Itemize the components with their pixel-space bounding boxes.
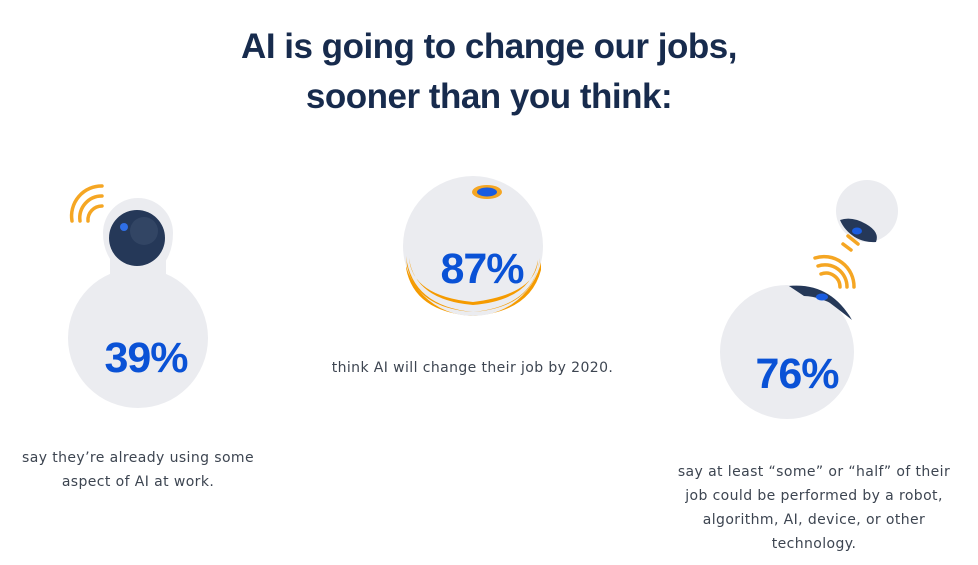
title-line-1: AI is going to change our jobs, bbox=[241, 27, 737, 66]
stat-caption-1: say they’re already using some aspect of… bbox=[0, 446, 276, 494]
page-title: AI is going to change our jobs, sooner t… bbox=[0, 22, 978, 122]
caption-3-line-3: algorithm, AI, device, or other bbox=[702, 512, 926, 528]
caption-2-line-1: think AI will change their job by 2020. bbox=[331, 360, 614, 376]
robot-body-3 bbox=[720, 285, 854, 419]
caption-3-line-2: job could be performed by a robot, bbox=[685, 488, 943, 504]
caption-3-line-1: say at least “some” or “half” of their bbox=[677, 464, 951, 480]
title-line-2: sooner than you think: bbox=[305, 77, 673, 116]
stat-value-1: 39% bbox=[104, 334, 188, 382]
signal-waves-icon bbox=[813, 234, 860, 289]
robot-illustration-2: 87% bbox=[403, 176, 543, 316]
stat-value-2: 87% bbox=[440, 245, 524, 293]
robot-body-2 bbox=[403, 176, 543, 316]
caption-1-line-2: aspect of AI at work. bbox=[61, 474, 215, 490]
signal-waves-icon bbox=[69, 184, 104, 223]
caption-1-line-1: say they’re already using some bbox=[22, 450, 254, 466]
caption-3-line-4: technology. bbox=[771, 536, 857, 552]
stat-value-3: 76% bbox=[755, 350, 839, 398]
robot-illustration-3: 76% bbox=[720, 180, 898, 419]
robot-body-1-base bbox=[68, 268, 208, 408]
robot-illustration-1: 39% bbox=[68, 184, 208, 408]
stat-caption-3: say at least “some” or “half” of their j… bbox=[655, 460, 973, 556]
stat-caption-2: think AI will change their job by 2020. bbox=[300, 356, 645, 380]
